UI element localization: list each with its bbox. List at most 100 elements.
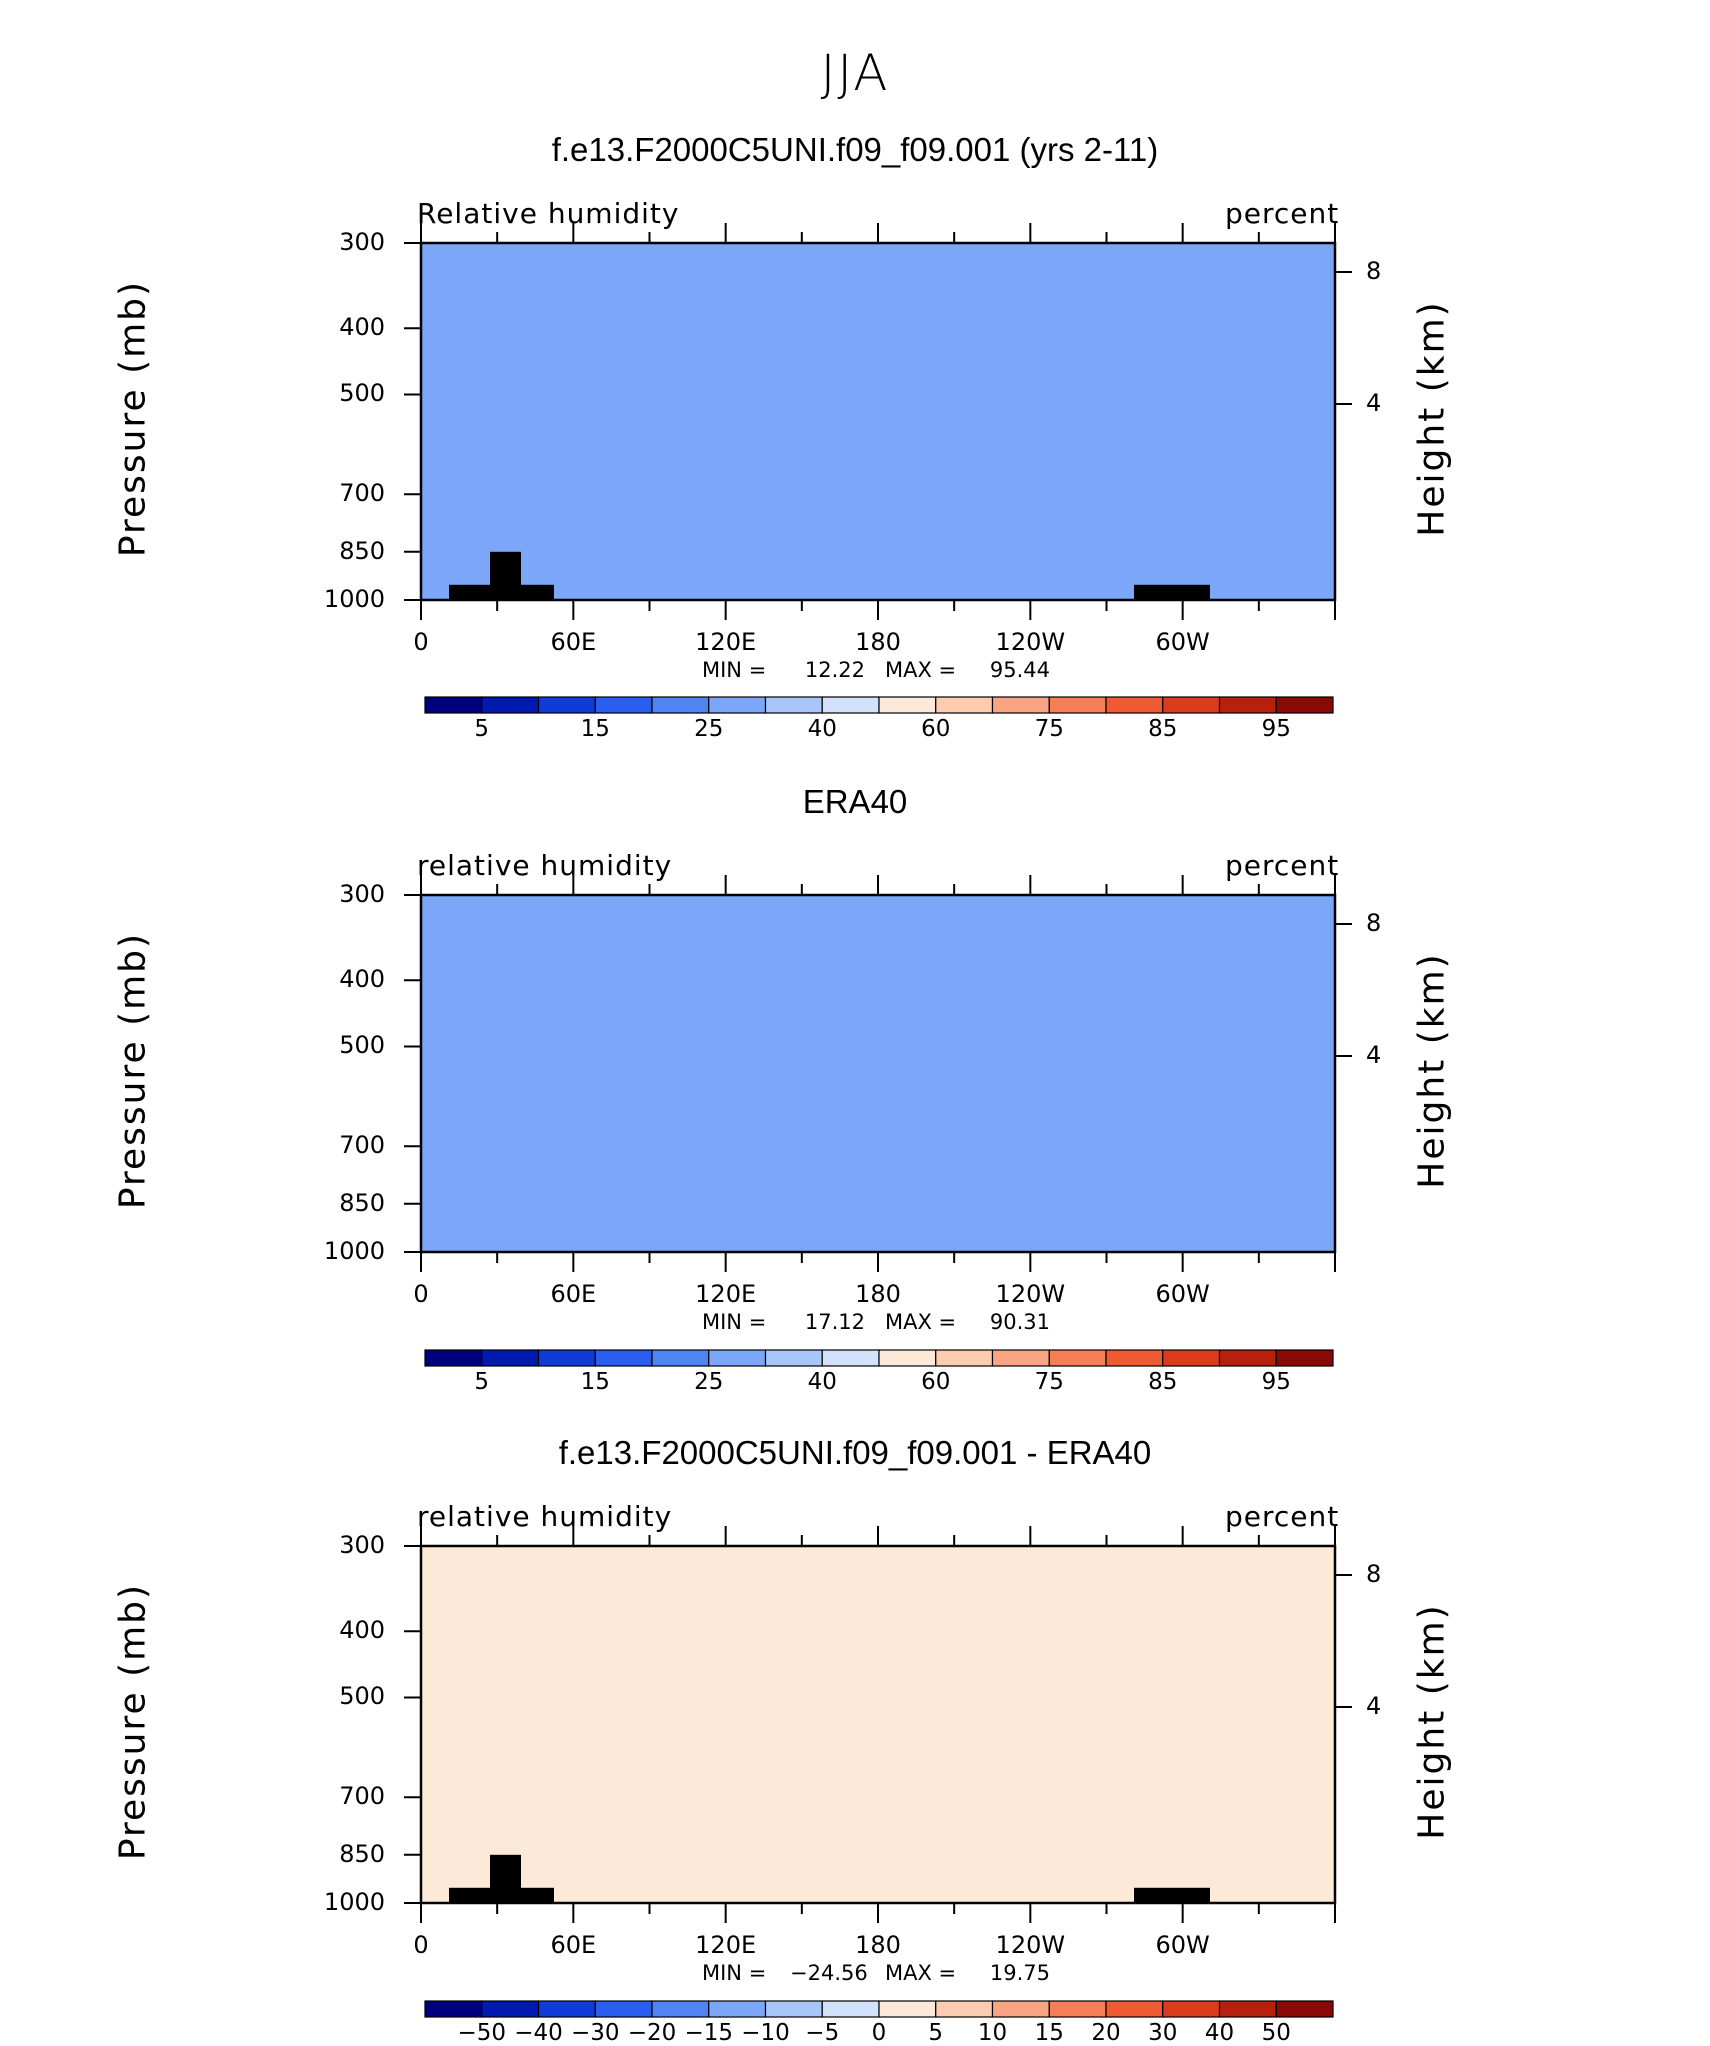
y-tick-label: 700 (339, 479, 385, 508)
x-tick-label: 120E (695, 628, 757, 656)
colorbar-box (537, 2000, 596, 2018)
colorbar-box (594, 2000, 653, 2018)
colorbar-box (708, 2000, 767, 2018)
y2-tick-label: 4 (1366, 1692, 1382, 1720)
x-tick-label: 120E (695, 1931, 757, 1959)
y2-tick-label: 8 (1366, 909, 1382, 937)
colorbar-box (878, 2000, 937, 2018)
colorbar-label: 0 (871, 2020, 887, 2046)
y-tick-label: 1000 (323, 585, 385, 613)
max-value: 90.31 (989, 1310, 1050, 1334)
y-tick-label: 1000 (323, 1888, 385, 1916)
y-tick-label: 700 (339, 1131, 385, 1160)
figure-title: JJA (820, 44, 890, 102)
min-label: MIN = (702, 658, 767, 682)
colorbar-box (935, 2000, 994, 2018)
colorbar-label: 15 (580, 1369, 610, 1395)
colorbar-label: 40 (807, 1369, 837, 1395)
field-background (421, 1546, 1335, 1903)
colorbar-label: 75 (1034, 1369, 1064, 1395)
colorbar-label: 20 (1091, 2020, 1121, 2046)
y-tick-label: 300 (339, 228, 385, 256)
y-tick-label: 500 (339, 1031, 385, 1060)
colorbar-label: −10 (741, 2020, 790, 2046)
colorbar-label: 15 (1034, 2020, 1064, 2046)
colorbar-label: −5 (805, 2020, 840, 2046)
units-label: percent (1225, 197, 1340, 230)
y-tick-label: 300 (339, 1531, 385, 1559)
x-tick-label: 0 (413, 1931, 429, 1959)
x-tick-label: 180 (855, 628, 901, 656)
min-value: 17.12 (804, 1310, 865, 1334)
colorbar-box (764, 2000, 823, 2018)
colorbar-label: 95 (1261, 716, 1291, 742)
x-tick-label: 0 (413, 1280, 429, 1308)
colorbar-box (1162, 2000, 1221, 2018)
topography-mask (1134, 584, 1210, 600)
field-background (421, 243, 1335, 600)
colorbar-label: 60 (921, 1369, 951, 1395)
x-tick-label: 120W (995, 1280, 1066, 1308)
max-value: 95.44 (989, 658, 1050, 682)
x-tick-label: 180 (855, 1280, 901, 1308)
colorbar-label: 5 (928, 2020, 944, 2046)
colorbar-label: 30 (1148, 2020, 1178, 2046)
colorbar-box (651, 2000, 710, 2018)
y2-tick-label: 8 (1366, 257, 1382, 285)
topography-mask (521, 584, 554, 600)
variable-label: relative humidity (417, 849, 673, 882)
colorbar-label: −50 (457, 2020, 507, 2046)
colorbar-box (424, 2000, 483, 2018)
colorbar-label: −40 (514, 2020, 563, 2046)
colorbar-label: 95 (1261, 1369, 1291, 1395)
min-label: MIN = (702, 1310, 767, 1334)
y2-tick-label: 4 (1366, 389, 1382, 417)
topography-mask (1134, 1887, 1210, 1903)
y-tick-label: 400 (339, 313, 385, 342)
colorbar-box (1218, 2000, 1277, 2018)
colorbar-box (1105, 2000, 1164, 2018)
x-tick-label: 180 (855, 1931, 901, 1959)
colorbar-label: 85 (1148, 1369, 1178, 1395)
x-tick-label: 60W (1155, 1931, 1210, 1959)
y2-tick-label: 4 (1366, 1041, 1382, 1069)
min-value: 12.22 (804, 658, 865, 682)
topography-mask (449, 1887, 490, 1903)
colorbar-box (1275, 696, 1334, 714)
topography-mask (449, 584, 490, 600)
min-label: MIN = (702, 1961, 767, 1985)
colorbar-label: 60 (921, 716, 951, 742)
y-tick-label: 850 (339, 536, 385, 565)
colorbar-label: 40 (807, 716, 837, 742)
field-background (421, 895, 1335, 1252)
y-tick-label: 400 (339, 1616, 385, 1645)
colorbar-box (1275, 2000, 1334, 2018)
panel-title: ERA40 (802, 783, 908, 820)
y-tick-label: 850 (339, 1188, 385, 1217)
max-value: 19.75 (989, 1961, 1050, 1985)
x-tick-label: 60E (550, 1280, 597, 1308)
y2-tick-label: 8 (1366, 1560, 1382, 1588)
colorbar-label: 5 (474, 1369, 490, 1395)
min-value: −24.56 (790, 1961, 868, 1985)
x-tick-label: 60W (1155, 628, 1210, 656)
panel-title: f.e13.F2000C5UNI.f09_f09.001 - ERA40 (558, 1434, 1152, 1471)
colorbar-label: 25 (694, 716, 724, 742)
colorbar-label: 75 (1034, 716, 1064, 742)
max-label: MAX = (885, 1961, 957, 1985)
topography-mask (490, 551, 521, 600)
variable-label: Relative humidity (417, 197, 680, 230)
colorbar-label: 15 (580, 716, 610, 742)
topography-mask (490, 1854, 521, 1903)
x-tick-label: 60E (550, 628, 597, 656)
colorbar-label: 25 (694, 1369, 724, 1395)
x-tick-label: 60W (1155, 1280, 1210, 1308)
colorbar-box (1048, 2000, 1107, 2018)
colorbar-box (481, 2000, 540, 2018)
panel-title: f.e13.F2000C5UNI.f09_f09.001 (yrs 2-11) (551, 131, 1159, 168)
x-tick-label: 0 (413, 628, 429, 656)
colorbar-label: 5 (474, 716, 490, 742)
